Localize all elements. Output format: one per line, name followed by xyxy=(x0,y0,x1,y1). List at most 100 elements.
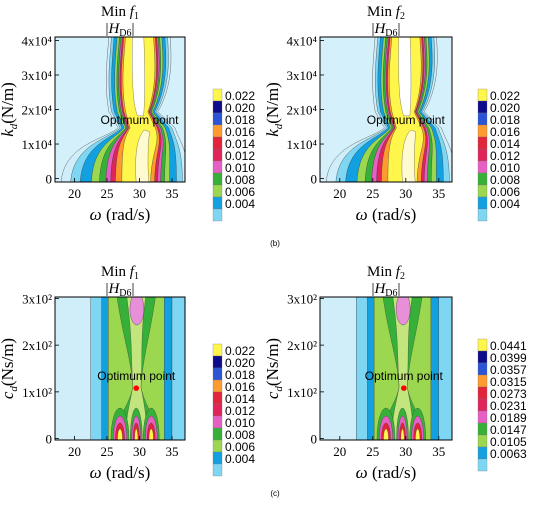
x-tick-label: 35 xyxy=(432,186,445,201)
legend-swatch xyxy=(477,434,488,448)
y-tick-label: 2x10⁴ xyxy=(286,103,317,118)
chart-2: Min f2|HD6| 20 25 30 35 ω (rad/s) 0 1x10⁴ 2x10⁴ 3… xyxy=(263,4,520,224)
legend-label: 0.0273 xyxy=(490,387,527,401)
x-tick-label: 20 xyxy=(68,186,81,201)
legend-swatch xyxy=(477,184,488,198)
legend-swatch xyxy=(477,124,488,138)
legend-label: 0.018 xyxy=(225,113,255,127)
legend-label: 0.020 xyxy=(225,356,255,370)
legend-swatch xyxy=(212,124,223,138)
legend-swatch xyxy=(212,184,223,198)
legend-swatch xyxy=(212,100,223,114)
legend-swatch xyxy=(212,148,223,162)
y-tick-label: 3x10⁴ xyxy=(286,68,317,83)
legend-label: 0.022 xyxy=(225,344,255,358)
legend-swatch xyxy=(212,136,223,150)
legend-label: 0.004 xyxy=(225,197,255,211)
legend-label: 0.0231 xyxy=(490,399,527,413)
legend-swatch xyxy=(212,391,223,405)
legend-label: 0.0063 xyxy=(490,447,527,461)
legend-label: 0.012 xyxy=(225,149,255,163)
legend: 0.0220.0200.0180.0160.0140.0120.0100.008… xyxy=(477,88,520,222)
contour-fill xyxy=(320,297,452,440)
legend-swatch xyxy=(212,208,223,222)
legend-swatch xyxy=(212,439,223,453)
legend-label: 0.008 xyxy=(225,173,255,187)
x-axis-label: ω (rad/s) xyxy=(90,205,151,224)
legend-label: 0.022 xyxy=(490,89,520,103)
x-tick-label: 35 xyxy=(166,186,179,201)
legend: 0.04410.03990.03570.03150.02730.02310.01… xyxy=(477,338,527,472)
chart-title: Min f2 xyxy=(367,4,405,22)
chart-4: Min f2|HD6| 20 25 30 35 ω (rad/s) 0 1x10² 2x10² 3… xyxy=(263,264,527,482)
legend: 0.0220.0200.0180.0160.0140.0120.0100.008… xyxy=(212,343,255,477)
legend-label: 0.022 xyxy=(225,89,255,103)
legend-swatch xyxy=(477,136,488,150)
subfig-label-c: (c) xyxy=(270,489,280,498)
optimum-point-marker xyxy=(133,385,140,391)
optimum-point-label: Optimum point xyxy=(97,369,176,383)
y-tick-label: 0 xyxy=(46,172,53,187)
legend-label: 0.0357 xyxy=(490,363,527,377)
x-tick-label: 35 xyxy=(166,444,179,459)
legend-label: 0.004 xyxy=(490,197,520,211)
x-tick-label: 20 xyxy=(68,444,81,459)
plot-frame xyxy=(319,296,453,441)
legend-swatch xyxy=(477,112,488,126)
legend-label: 0.010 xyxy=(490,161,520,175)
legend-label: 0.006 xyxy=(490,185,520,199)
y-tick-label: 1x10² xyxy=(22,385,52,400)
legend-label: 0.016 xyxy=(225,380,255,394)
legend-label: 0.014 xyxy=(490,137,520,151)
legend-swatch xyxy=(212,172,223,186)
y-tick-label: 3x10² xyxy=(22,291,52,306)
legend-swatch xyxy=(212,451,223,465)
legend-label: 0.006 xyxy=(225,440,255,454)
x-tick-label: 20 xyxy=(333,186,346,201)
legend-label: 0.008 xyxy=(225,428,255,442)
legend-swatch xyxy=(477,196,488,210)
legend-label: 0.018 xyxy=(490,113,520,127)
legend-swatch xyxy=(477,338,488,352)
x-tick-label: 30 xyxy=(399,186,412,201)
optimum-point-label: Optimum point xyxy=(367,113,446,127)
x-tick-label: 20 xyxy=(333,444,346,459)
legend-swatch xyxy=(477,446,488,460)
legend-swatch xyxy=(477,172,488,186)
legend-swatch xyxy=(212,196,223,210)
x-tick-label: 35 xyxy=(432,444,445,459)
x-tick-label: 25 xyxy=(366,186,379,201)
y-tick-label: 4x10⁴ xyxy=(286,33,317,48)
legend-label: 0.0399 xyxy=(490,351,527,365)
y-tick-label: 2x10² xyxy=(287,338,317,353)
legend-swatch xyxy=(212,463,223,477)
y-tick-label: 0 xyxy=(311,172,318,187)
legend-label: 0.014 xyxy=(225,137,255,151)
chart-title: Min f1 xyxy=(101,4,139,22)
legend-label: 0.020 xyxy=(225,101,255,115)
chart-1: Min f1|HD6| 20 25 30 35 ω (rad/s) 0 1x10⁴ 2x10⁴ 3… xyxy=(0,4,255,224)
legend-label: 0.014 xyxy=(225,392,255,406)
y-tick-label: 3x10⁴ xyxy=(21,68,52,83)
y-tick-label: 2x10⁴ xyxy=(21,103,52,118)
legend-label: 0.006 xyxy=(225,185,255,199)
legend-label: 0.008 xyxy=(490,173,520,187)
contour-fill xyxy=(55,297,185,440)
x-axis-label: ω (rad/s) xyxy=(356,205,417,224)
chart-title: Min f1 xyxy=(101,264,139,282)
x-axis-label: ω (rad/s) xyxy=(356,463,417,482)
legend: 0.0220.0200.0180.0160.0140.0120.0100.008… xyxy=(212,88,255,222)
legend-swatch xyxy=(212,403,223,417)
contour-fill xyxy=(320,37,452,182)
legend-label: 0.004 xyxy=(225,452,255,466)
legend-swatch xyxy=(477,398,488,412)
y-tick-label: 1x10² xyxy=(287,385,317,400)
x-tick-label: 30 xyxy=(133,444,146,459)
chart-subtitle: |HD6| xyxy=(105,281,134,299)
legend-swatch xyxy=(477,148,488,162)
legend-swatch xyxy=(212,343,223,357)
y-tick-label: 1x10⁴ xyxy=(21,137,52,152)
legend-swatch xyxy=(477,100,488,114)
legend-swatch xyxy=(477,362,488,376)
legend-swatch xyxy=(477,208,488,222)
